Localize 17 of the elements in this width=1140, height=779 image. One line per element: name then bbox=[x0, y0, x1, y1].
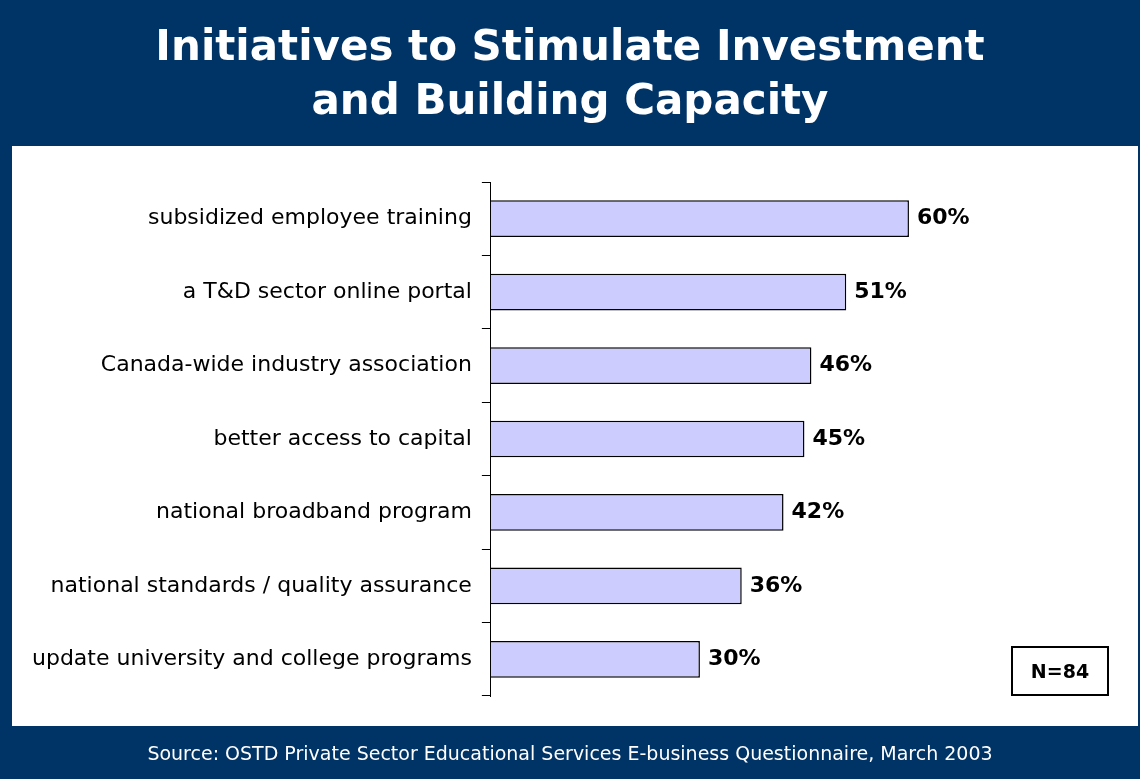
y-tick-label: subsidized employee training bbox=[147, 204, 472, 230]
data-label: 51% bbox=[854, 277, 907, 303]
data-label: 46% bbox=[819, 351, 873, 377]
data-label: 45% bbox=[812, 424, 866, 450]
y-tick-label: better access to capital bbox=[213, 424, 472, 450]
chart-title: Initiatives to Stimulate Investment and Building Capacity bbox=[154, 20, 986, 126]
y-tick-label: national broadband program bbox=[156, 498, 472, 524]
text: N=84 bbox=[1011, 646, 1109, 696]
y-tick-label: national standards / quality assurance bbox=[50, 571, 472, 597]
source-note: Source: OSTD Private Sector Educational Services E-business Questionnaire, March 2003 bbox=[146, 741, 994, 766]
data-label: 30% bbox=[707, 645, 761, 670]
data-label: 36% bbox=[749, 571, 803, 597]
data-label: 42% bbox=[791, 498, 845, 524]
y-tick-label: update university and college programs bbox=[31, 645, 472, 670]
y-tick-label: Canada-wide industry association bbox=[100, 351, 472, 377]
data-label: 60% bbox=[916, 204, 970, 230]
y-tick-label: a T&D sector online portal bbox=[182, 277, 472, 303]
